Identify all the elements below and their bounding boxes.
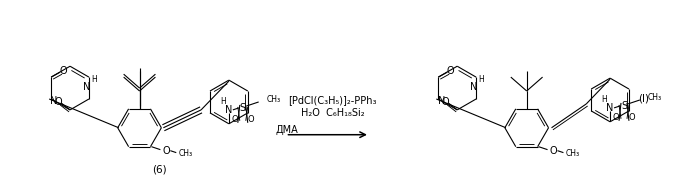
Text: N: N <box>438 96 445 106</box>
Text: O: O <box>54 97 62 107</box>
Text: N: N <box>225 105 232 115</box>
Text: [PdCl(C₃H₅)]₂-PPh₃: [PdCl(C₃H₅)]₂-PPh₃ <box>288 95 377 105</box>
Text: N: N <box>50 96 58 106</box>
Text: CH₃: CH₃ <box>648 93 662 103</box>
Text: O: O <box>247 115 254 124</box>
Text: H: H <box>478 75 484 84</box>
Text: O: O <box>447 66 454 76</box>
Text: (I): (I) <box>638 94 649 104</box>
Text: CH₃: CH₃ <box>565 149 579 158</box>
Text: H: H <box>220 97 225 106</box>
Text: H: H <box>601 96 607 104</box>
Text: O: O <box>163 146 170 156</box>
Text: O: O <box>232 115 238 124</box>
Text: N: N <box>83 82 91 92</box>
Text: H₂O  C₆H₁₈Si₂: H₂O C₆H₁₈Si₂ <box>301 108 364 118</box>
Text: (6): (6) <box>152 164 167 174</box>
Text: ДМА: ДМА <box>276 125 298 135</box>
Text: CH₃: CH₃ <box>267 96 281 104</box>
Text: O: O <box>441 97 449 107</box>
Text: O: O <box>613 113 619 122</box>
Text: O: O <box>629 113 635 122</box>
Text: S: S <box>239 103 246 113</box>
Text: N: N <box>470 82 478 92</box>
Text: N: N <box>607 103 614 113</box>
Text: H: H <box>91 75 97 84</box>
Text: S: S <box>621 101 627 111</box>
Text: O: O <box>550 146 557 156</box>
Text: CH₃: CH₃ <box>178 149 193 158</box>
Text: O: O <box>59 66 67 76</box>
